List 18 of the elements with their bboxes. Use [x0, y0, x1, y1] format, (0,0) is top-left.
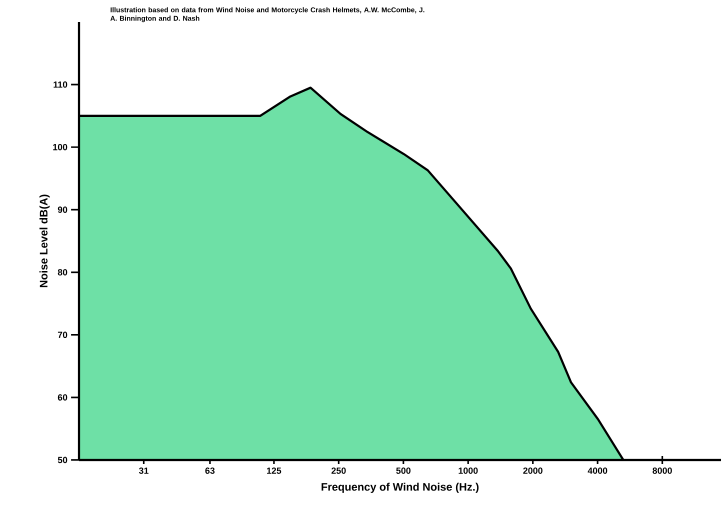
x-tick-label: 1000 — [458, 468, 478, 474]
x-axis-title: Frequency of Wind Noise (Hz.) — [322, 482, 479, 493]
x-tick-label: 8000 — [652, 468, 672, 474]
y-axis-title: Noise Level dB(A) — [39, 194, 50, 288]
y-tick-label: 110 — [54, 81, 68, 88]
x-tick-label: 250 — [332, 468, 346, 474]
y-tick-label: 100 — [53, 144, 68, 150]
y-tick-label: 90 — [58, 206, 68, 213]
y-tick-label: 50 — [58, 456, 68, 464]
x-tick-label: 125 — [267, 468, 282, 474]
x-tick-label: 2000 — [523, 468, 542, 474]
x-tick-label: 31 — [138, 468, 148, 474]
x-tick-label: 4000 — [588, 468, 608, 474]
y-tick-label: 60 — [58, 394, 68, 401]
x-tick-label: 500 — [396, 468, 411, 474]
y-tick-label: 70 — [58, 332, 68, 338]
y-tick-label: 80 — [58, 269, 68, 276]
x-tick-label: 63 — [205, 468, 215, 474]
